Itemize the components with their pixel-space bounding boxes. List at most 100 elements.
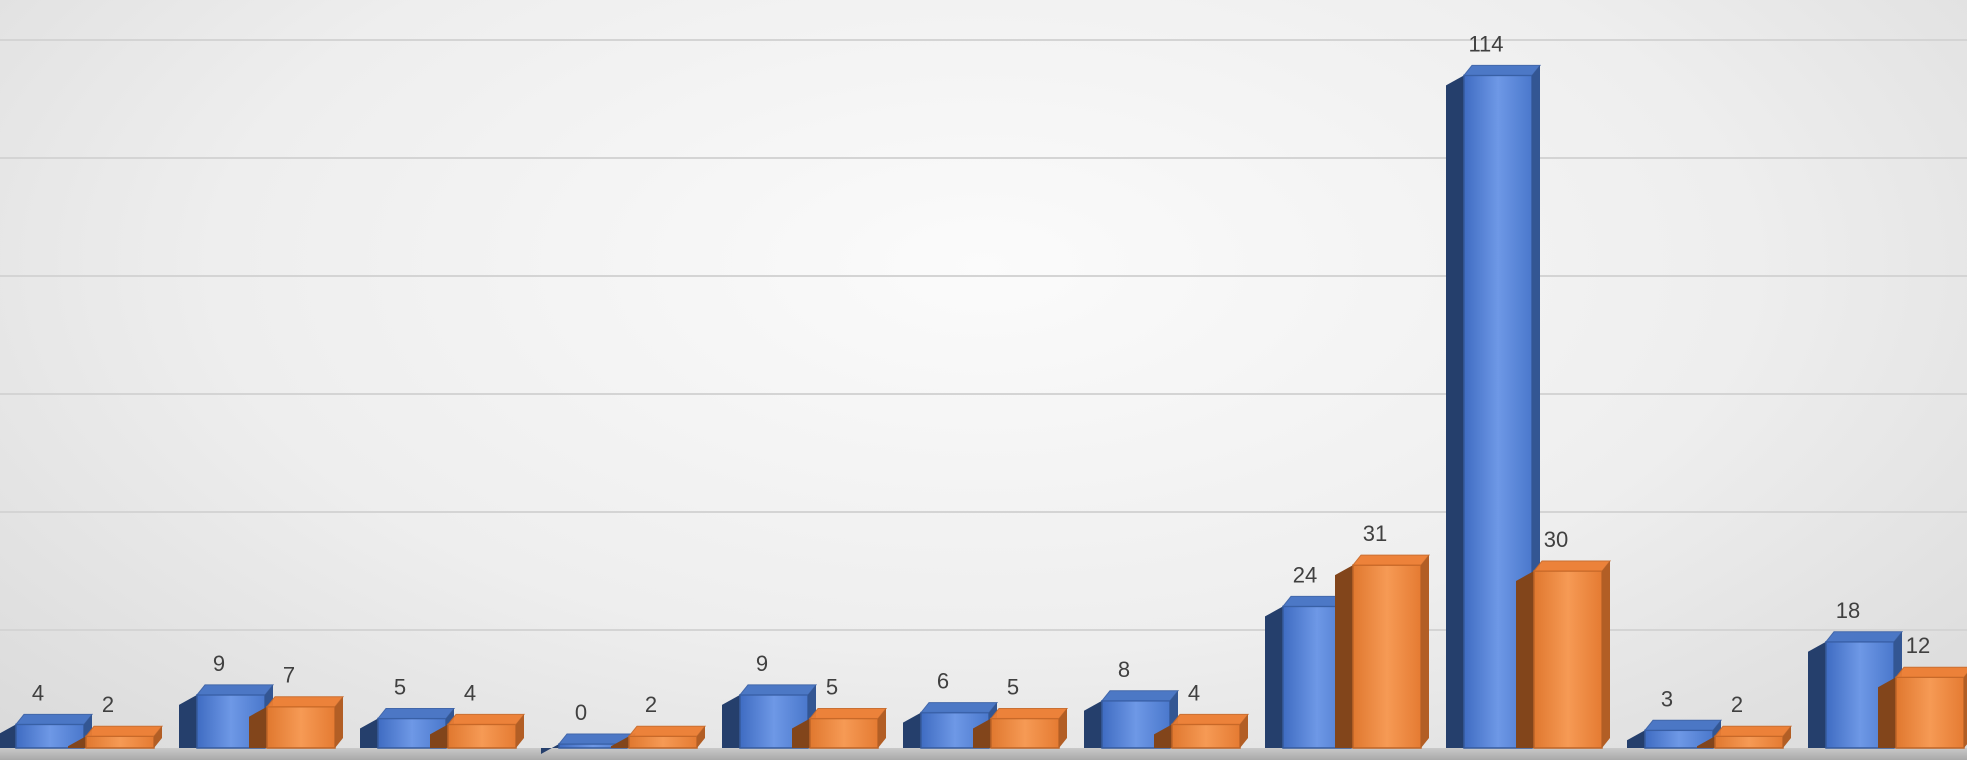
bars bbox=[0, 64, 1967, 754]
bar-side bbox=[792, 718, 810, 748]
data-label: 4 bbox=[32, 680, 44, 705]
bar-front bbox=[85, 735, 155, 749]
bar-orange-10 bbox=[1878, 666, 1967, 749]
bar-side bbox=[541, 744, 559, 754]
bar-side bbox=[68, 736, 86, 748]
bar-right-side bbox=[878, 708, 886, 748]
bar-side bbox=[1265, 606, 1283, 748]
bar-orange-7 bbox=[1335, 554, 1431, 749]
bar-top bbox=[195, 684, 275, 696]
data-labels: 4 2 9 7 5 4 0 2 9 5 6 5 8 4 24 31 114 30 3 2 18 12 bbox=[32, 31, 1930, 725]
bar-side bbox=[611, 736, 629, 748]
bar-right-side bbox=[697, 726, 705, 748]
bar-top bbox=[808, 708, 888, 719]
data-label: 9 bbox=[213, 651, 225, 676]
bar-top bbox=[1100, 690, 1180, 702]
bar-side bbox=[903, 712, 921, 748]
data-label: 5 bbox=[1007, 675, 1019, 700]
bar-right-side bbox=[335, 696, 343, 748]
data-label: 12 bbox=[1906, 633, 1930, 658]
bar-top bbox=[376, 708, 456, 719]
chart-floor bbox=[0, 748, 1967, 760]
data-label: 18 bbox=[1836, 598, 1860, 623]
bar-top bbox=[1713, 725, 1793, 737]
bar-side bbox=[430, 724, 448, 748]
bar-side bbox=[1154, 724, 1172, 748]
bar-orange-5 bbox=[973, 708, 1069, 749]
bar-side bbox=[1335, 565, 1353, 748]
bar-top bbox=[1824, 631, 1904, 643]
bar-side bbox=[1084, 700, 1102, 748]
bar-blue-0 bbox=[0, 713, 94, 749]
bar-orange-8 bbox=[1516, 560, 1612, 749]
bar-top bbox=[84, 725, 164, 737]
bar-top bbox=[1170, 713, 1250, 725]
bar-front bbox=[1171, 723, 1241, 749]
bar-side bbox=[1627, 730, 1645, 748]
floor-plane bbox=[0, 748, 1967, 760]
data-label: 24 bbox=[1293, 562, 1317, 587]
data-label: 7 bbox=[283, 663, 295, 688]
bar-top bbox=[14, 713, 94, 725]
data-label: 6 bbox=[937, 669, 949, 694]
bar-side bbox=[249, 706, 267, 748]
bar-blue-8 bbox=[1446, 64, 1542, 749]
data-label: 8 bbox=[1118, 657, 1130, 682]
bar-front bbox=[447, 723, 517, 749]
bar-orange-9 bbox=[1697, 725, 1793, 749]
bar-top bbox=[627, 725, 707, 737]
data-label: 114 bbox=[1468, 31, 1503, 56]
data-label: 4 bbox=[464, 680, 476, 705]
bar-side bbox=[973, 718, 991, 748]
bar-orange-4 bbox=[792, 708, 888, 749]
bar-side bbox=[722, 694, 740, 748]
bar-top bbox=[738, 684, 818, 696]
bar-side bbox=[0, 724, 16, 748]
bar-top bbox=[1643, 719, 1723, 731]
bar-top bbox=[1894, 666, 1967, 678]
bar-top bbox=[1462, 64, 1542, 76]
data-label: 0 bbox=[575, 700, 587, 725]
data-label: 9 bbox=[756, 651, 768, 676]
data-label: 3 bbox=[1661, 686, 1673, 711]
data-label: 4 bbox=[1188, 680, 1200, 705]
bar-right-side bbox=[1783, 726, 1791, 748]
bar-right-side bbox=[1059, 708, 1067, 748]
bar-side bbox=[1808, 641, 1826, 748]
data-label: 5 bbox=[394, 675, 406, 700]
bar-right-side bbox=[1421, 555, 1429, 748]
bar-front bbox=[1895, 676, 1965, 749]
bar-top bbox=[265, 696, 345, 708]
bar-front bbox=[1714, 735, 1784, 749]
bar-blue-9 bbox=[1627, 719, 1723, 749]
data-label: 30 bbox=[1544, 527, 1568, 552]
data-label: 2 bbox=[645, 692, 657, 717]
data-label: 5 bbox=[826, 675, 838, 700]
bar-side bbox=[360, 718, 378, 748]
data-label: 2 bbox=[102, 692, 114, 717]
bar-orange-1 bbox=[249, 696, 345, 749]
bar-top bbox=[446, 713, 526, 725]
bar-top bbox=[989, 708, 1069, 719]
bar-front bbox=[1533, 570, 1603, 749]
bar-side bbox=[1516, 571, 1534, 748]
bar-orange-2 bbox=[430, 713, 526, 749]
data-label: 31 bbox=[1363, 521, 1387, 546]
bar-front bbox=[809, 717, 879, 749]
bar-right-side bbox=[516, 714, 524, 748]
bar-right-side bbox=[154, 726, 162, 748]
bar-side bbox=[1878, 677, 1896, 748]
bar-side bbox=[1697, 736, 1715, 748]
bar-top bbox=[1532, 560, 1612, 572]
bar-side bbox=[1446, 75, 1464, 748]
bar-orange-0 bbox=[68, 725, 164, 749]
bar-right-side bbox=[1964, 673, 1967, 748]
bar-front bbox=[628, 735, 698, 749]
bar-front bbox=[1352, 564, 1422, 749]
bar-top bbox=[919, 702, 999, 714]
data-label: 2 bbox=[1731, 692, 1743, 717]
bar-orange-3 bbox=[611, 725, 707, 749]
gridlines bbox=[0, 39, 1967, 631]
